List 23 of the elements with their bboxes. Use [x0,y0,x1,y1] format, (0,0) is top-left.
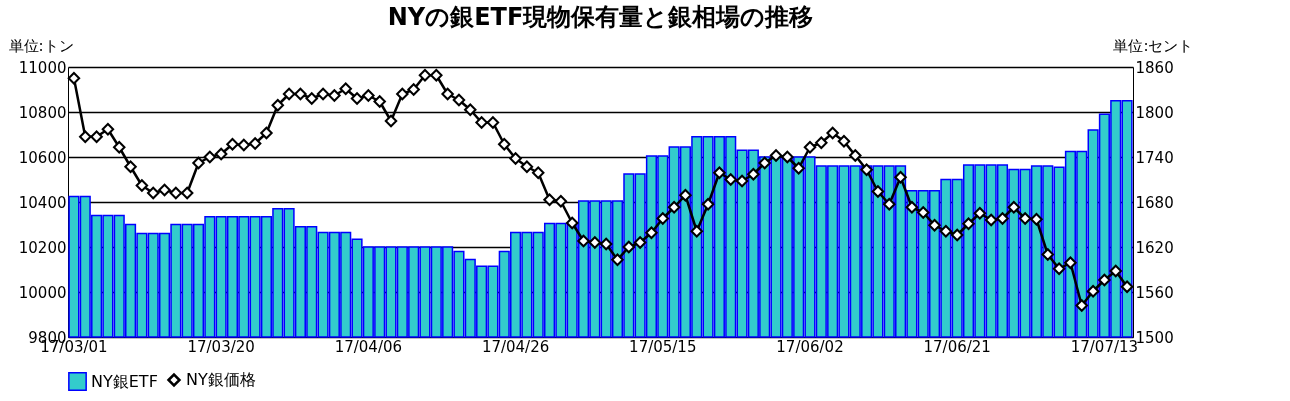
legend-label: NY銀価格 [186,370,256,389]
y2-tick-label: 1800 [1135,103,1174,122]
y-tick-label: 11000 [18,58,67,77]
y-axis-title: 単位:トン [8,36,74,55]
x-tick-label: 17/04/06 [334,337,403,356]
y-tick-label: 10600 [18,148,67,167]
x-tick-label: 17/03/20 [187,337,255,356]
y-tick-label: 10800 [18,103,67,122]
y2-tick-label: 1560 [1135,283,1174,302]
y2-tick-label: 1740 [1135,148,1174,167]
chart-title: NYの銀ETF現物保有量と銀相場の推移 [387,3,814,31]
y2-tick-label: 1680 [1135,193,1174,212]
legend-label: NY銀ETF [91,371,158,391]
y2-tick-label: 1860 [1135,58,1174,77]
y-tick-label: 10400 [18,193,67,212]
y2-axis-title: 単位:セント [1113,36,1194,55]
y-tick-label: 10000 [18,283,67,302]
y-tick-label: 10200 [18,238,67,257]
x-tick-label: 17/04/26 [481,337,550,356]
x-tick-label: 17/06/02 [776,337,844,356]
x-tick-label: 17/05/15 [629,337,697,356]
x-tick-label: 17/06/21 [923,337,991,356]
y2-tick-label: 1620 [1135,238,1174,257]
